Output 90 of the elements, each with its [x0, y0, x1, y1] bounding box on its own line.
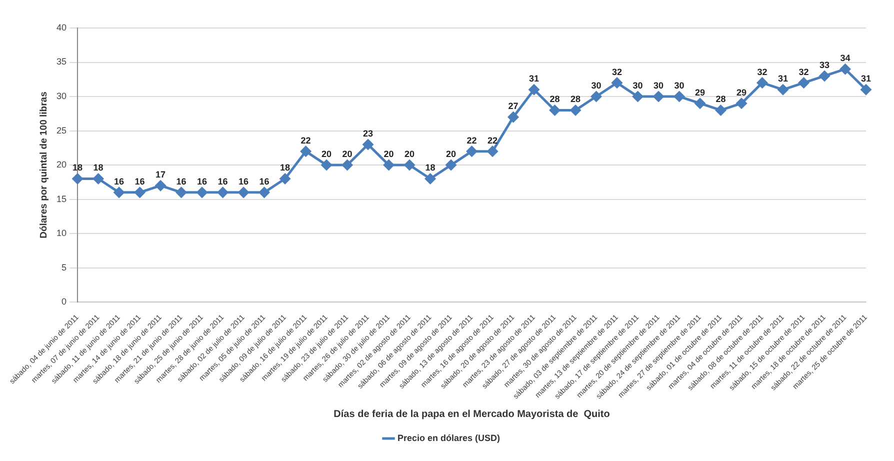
- data-label: 17: [156, 170, 166, 180]
- data-label: 16: [218, 176, 228, 186]
- point: [798, 78, 810, 88]
- data-label: 31: [529, 74, 540, 84]
- data-label: 16: [238, 176, 249, 186]
- point: [528, 84, 540, 95]
- data-label: 30: [632, 80, 643, 90]
- y-tick-label: 5: [62, 262, 67, 272]
- data-label: 20: [404, 149, 415, 160]
- point: [612, 78, 622, 88]
- data-label: 16: [259, 176, 270, 186]
- point: [860, 84, 872, 95]
- data-label: 20: [446, 149, 456, 160]
- data-label: 28: [550, 94, 560, 104]
- point: [238, 187, 249, 198]
- data-label: 20: [342, 149, 352, 160]
- data-label: 29: [736, 87, 747, 98]
- data-label: 20: [322, 149, 332, 160]
- point: [404, 160, 415, 170]
- point: [716, 104, 726, 116]
- data-label: 22: [300, 135, 311, 146]
- point: [425, 173, 436, 184]
- point: [694, 98, 706, 109]
- data-label: 22: [488, 135, 498, 146]
- point: [466, 146, 478, 157]
- data-label: 29: [695, 87, 706, 98]
- point: [487, 146, 498, 157]
- y-tick-label: 10: [56, 228, 67, 238]
- data-label: 31: [860, 74, 872, 84]
- point: [259, 187, 270, 198]
- data-label: 22: [466, 135, 477, 146]
- y-tick-label: 35: [56, 56, 67, 67]
- point: [819, 70, 830, 82]
- data-label: 23: [363, 128, 374, 138]
- data-label: 34: [840, 53, 850, 64]
- point: [155, 180, 166, 191]
- point: [134, 187, 146, 198]
- point: [840, 64, 850, 74]
- y-tick-label: 25: [56, 125, 67, 136]
- point: [176, 187, 187, 198]
- point: [778, 84, 788, 95]
- y-tick-label: 30: [56, 91, 67, 101]
- data-label: 33: [819, 60, 830, 70]
- data-label: 18: [425, 162, 436, 173]
- point: [674, 91, 685, 102]
- y-axis-title: Dólares por quintal de 100 libras: [38, 92, 50, 238]
- data-label: 31: [778, 74, 788, 84]
- point: [632, 91, 644, 102]
- data-label: 16: [134, 176, 145, 186]
- point: [757, 78, 768, 88]
- data-label: 28: [570, 94, 581, 104]
- point: [321, 160, 332, 170]
- point: [384, 160, 394, 170]
- point: [280, 173, 290, 184]
- data-label: 30: [591, 80, 602, 90]
- x-axis-title: Días de feria de la papa en el Mercado Mayorista de Quito: [334, 408, 610, 420]
- y-tick-label: 0: [62, 296, 67, 307]
- data-label: 32: [757, 66, 768, 77]
- point: [218, 187, 228, 198]
- y-tick-label: 15: [56, 194, 67, 204]
- point: [196, 187, 208, 198]
- point: [736, 98, 747, 109]
- data-label: 32: [612, 66, 622, 77]
- data-label: 20: [384, 149, 394, 160]
- y-tick-label: 20: [56, 160, 67, 170]
- point: [342, 160, 353, 170]
- point: [653, 91, 664, 102]
- data-label: 18: [280, 162, 290, 173]
- data-label: 27: [508, 101, 518, 112]
- data-label: 28: [716, 94, 726, 104]
- legend-label: Precio en dólares (USD): [397, 432, 500, 443]
- data-label: 18: [93, 162, 104, 173]
- data-label: 32: [798, 66, 809, 77]
- point: [72, 173, 83, 184]
- point: [570, 104, 581, 116]
- data-label: 16: [114, 176, 124, 186]
- point: [446, 160, 456, 170]
- data-label: 16: [197, 176, 208, 186]
- point: [508, 112, 519, 122]
- point: [591, 91, 602, 102]
- data-label: 30: [674, 80, 684, 90]
- point: [93, 173, 104, 184]
- data-label: 16: [176, 176, 186, 186]
- y-tick-label: 40: [56, 22, 67, 32]
- point: [114, 187, 124, 198]
- data-label: 30: [654, 80, 664, 90]
- data-label: 18: [72, 162, 83, 173]
- point: [362, 139, 374, 150]
- point: [300, 146, 312, 157]
- point: [550, 104, 560, 116]
